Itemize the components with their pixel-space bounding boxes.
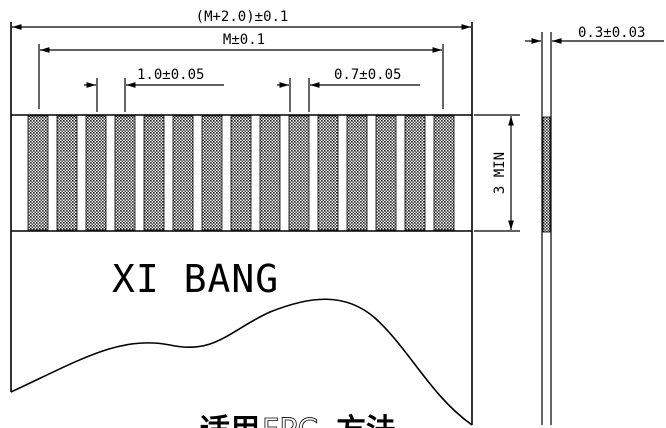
side-view-contact — [542, 116, 551, 233]
cut-text-light: FPC — [262, 413, 318, 428]
dim-exposed-length-text: 3 MIN — [492, 152, 508, 194]
dim-overall-width: (M+2.0)±0.1 — [12, 9, 471, 30]
contact-finger — [143, 115, 165, 231]
contact-finger — [230, 115, 252, 231]
cut-text-bold-1: 适用 — [200, 413, 260, 428]
contacts — [27, 115, 455, 231]
contact-finger — [114, 115, 136, 231]
side-view: 0.3±0.03 — [525, 25, 664, 425]
contact-finger — [375, 115, 397, 231]
contact-finger — [85, 115, 107, 231]
dim-contact-width-text: 0.7±0.05 — [334, 67, 401, 83]
contact-finger — [259, 115, 281, 231]
dim-pitch: 1.0±0.05 — [84, 67, 224, 112]
dim-pitch-span: M±0.1 — [38, 32, 444, 109]
dim-pitch-span-text: M±0.1 — [223, 32, 265, 48]
dim-thickness-text: 0.3±0.03 — [578, 25, 645, 41]
contact-finger — [172, 115, 194, 231]
dim-pitch-text: 1.0±0.05 — [137, 67, 204, 83]
contact-finger — [56, 115, 78, 231]
contact-finger — [27, 115, 49, 231]
contact-finger — [288, 115, 310, 231]
contact-finger — [317, 115, 339, 231]
contact-finger — [404, 115, 426, 231]
cut-text-bold-2: 方法 — [336, 413, 396, 428]
brand-label: XI BANG — [112, 257, 279, 301]
contact-finger — [433, 115, 455, 231]
dim-overall-width-text: (M+2.0)±0.1 — [196, 9, 289, 25]
cable-outline — [10, 22, 473, 426]
cut-text-group: 适用 FPC 方法 — [200, 413, 396, 428]
dim-contact-width: 0.7±0.05 — [277, 67, 420, 112]
break-line — [10, 298, 473, 426]
contact-finger — [346, 115, 368, 231]
dim-exposed-length: 3 MIN — [474, 114, 520, 232]
contact-finger — [201, 115, 223, 231]
